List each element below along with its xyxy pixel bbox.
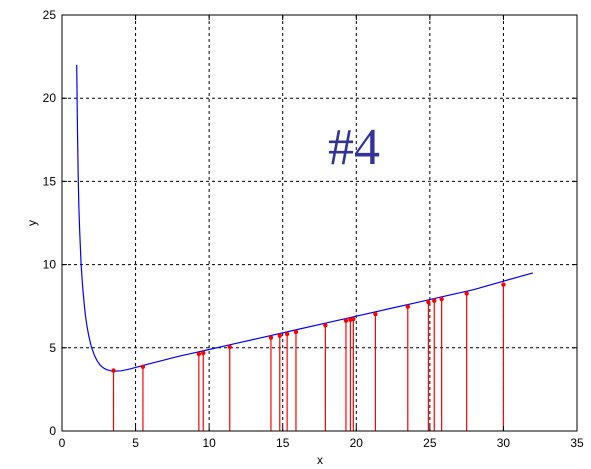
x-tick-label: 5	[132, 436, 139, 450]
stem-point	[405, 304, 410, 309]
stem-point	[501, 282, 506, 287]
y-tick-label: 20	[43, 91, 57, 105]
x-tick-label: 35	[570, 436, 584, 450]
stem-point	[196, 351, 202, 357]
stem-point	[439, 296, 444, 302]
y-tick-label: 5	[49, 341, 56, 355]
y-tick-label: 25	[43, 8, 57, 22]
stem-point	[426, 299, 431, 305]
stem-point	[323, 323, 328, 328]
stem-markers	[111, 282, 506, 373]
y-axis-label: y	[25, 220, 39, 226]
y-tick-label: 0	[49, 424, 56, 438]
stem-point	[432, 298, 437, 303]
stem-point	[373, 311, 378, 317]
stem-point	[201, 350, 206, 356]
stem-point	[277, 333, 282, 338]
x-tick-labels: 0 5 10 15 20 25 30 35	[59, 436, 584, 450]
stem-point	[140, 364, 146, 369]
annotation-label: #4	[328, 119, 380, 176]
plot-background	[62, 15, 577, 431]
stems	[112, 284, 505, 431]
stem-point	[293, 329, 299, 335]
x-tick-label: 25	[423, 436, 437, 450]
plot-frame	[61, 14, 578, 432]
x-tick-label: 20	[350, 436, 364, 450]
x-axis-label: x	[317, 453, 323, 467]
x-tick-label: 10	[202, 436, 216, 450]
stem-point	[464, 291, 469, 296]
stem-point	[343, 318, 349, 323]
x-tick-label: 15	[276, 436, 290, 450]
axis-ticks	[61, 14, 578, 432]
x-tick-label: 30	[497, 436, 511, 450]
stem-point	[111, 368, 116, 373]
stem-point	[227, 344, 232, 350]
stem-point	[268, 335, 274, 340]
y-tick-label: 15	[43, 174, 57, 188]
stem-point	[284, 331, 290, 337]
stem-point	[351, 316, 356, 322]
y-tick-label: 10	[43, 258, 57, 272]
x-tick-label: 0	[59, 436, 66, 450]
y-tick-labels: 0 5 10 15 20 25	[43, 8, 57, 438]
grid	[62, 15, 577, 431]
